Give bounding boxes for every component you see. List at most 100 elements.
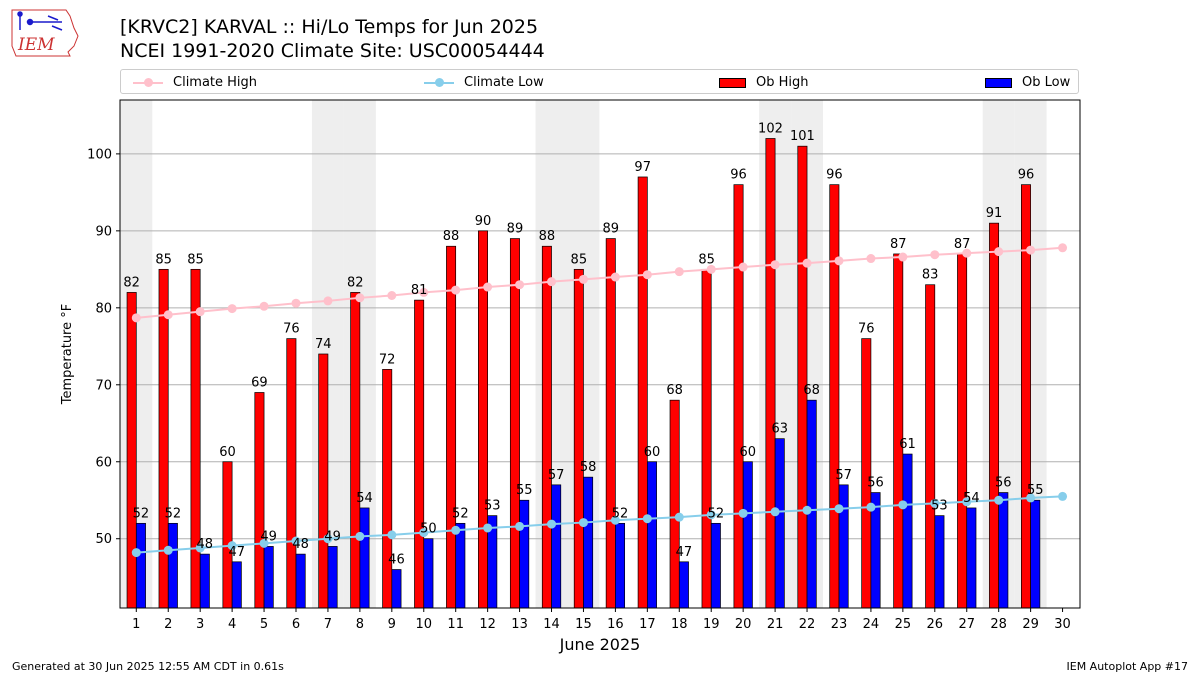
x-tick-label-1: 1 [132,617,140,632]
bar-ob-high-day-11 [446,245,457,609]
chart-legend: Climate High Climate Low Ob High Ob Low [120,69,1079,94]
bar-ob-high-day-15 [573,268,584,609]
climate-high-point-day-7 [323,296,333,306]
x-tick-label-6: 6 [292,617,300,632]
label-ob-high-day-22: 101 [790,129,815,144]
bar-ob-low-day-1 [135,522,146,609]
bar-ob-high-day-28 [989,222,1000,609]
climate-low-point-day-20 [738,508,748,518]
label-ob-high-day-15: 85 [571,252,588,267]
label-ob-low-day-18: 47 [676,545,693,560]
x-tick-label-15: 15 [575,617,592,632]
climate-high-point-day-18 [674,267,684,277]
bar-ob-high-day-25 [893,253,904,609]
label-ob-high-day-6: 76 [283,322,300,337]
label-ob-high-day-4: 60 [219,445,236,460]
bar-ob-high-day-16 [605,238,616,609]
bar-ob-low-day-9 [391,569,402,609]
bar-ob-high-day-7 [318,353,329,609]
x-tick-label-16: 16 [607,617,624,632]
climate-high-point-day-17 [642,270,652,280]
logo-text: IEM [17,35,55,55]
x-tick-label-4: 4 [228,617,236,632]
chart-title: [KRVC2] KARVAL :: Hi/Lo Temps for Jun 20… [120,16,539,38]
label-ob-high-day-2: 85 [155,252,172,267]
climate-high-point-day-19 [706,264,716,274]
label-ob-low-day-26: 53 [931,499,948,514]
label-ob-low-day-3: 48 [197,537,214,552]
climate-low-point-day-29 [1026,493,1036,503]
legend-item-climate-low: Climate Low [424,70,544,95]
x-tick-label-8: 8 [356,617,364,632]
climate-low-point-day-23 [834,504,844,514]
x-tick-label-18: 18 [671,617,688,632]
legend-item-climate-high: Climate High [133,70,257,95]
climate-low-point-day-14 [547,519,557,529]
bar-ob-high-day-3 [190,268,201,609]
climate-high-point-day-26 [930,250,940,260]
climate-high-point-day-5 [259,301,269,311]
climate-high-point-day-21 [770,260,780,270]
bar-ob-low-day-7 [327,546,338,609]
climate-low-point-day-30 [1058,491,1068,501]
x-tick-label-17: 17 [639,617,656,632]
ob-low-swatch-icon [985,77,1012,88]
climate-low-point-day-10 [419,528,429,538]
label-ob-low-day-10: 50 [420,522,437,537]
label-ob-low-day-5: 49 [260,529,277,544]
legend-label-climate-high: Climate High [173,75,258,90]
bar-ob-high-day-22 [797,145,808,609]
x-tick-label-27: 27 [958,617,975,632]
label-ob-high-day-7: 74 [315,337,332,352]
climate-low-point-day-3 [195,543,205,553]
label-ob-low-day-14: 57 [548,468,565,483]
climate-low-point-day-19 [706,510,716,520]
bar-ob-low-day-6 [295,553,306,609]
bar-ob-low-day-18 [678,561,689,609]
climate-low-point-day-17 [642,514,652,524]
climate-low-point-day-18 [674,512,684,522]
bar-ob-high-day-24 [861,338,872,609]
bar-ob-low-day-5 [263,546,274,609]
label-ob-high-day-23: 96 [826,168,843,183]
x-tick-label-3: 3 [196,617,204,632]
bar-ob-high-day-21 [765,138,776,609]
climate-high-point-day-24 [866,254,876,264]
label-ob-low-day-2: 52 [165,506,182,521]
climate-high-point-day-12 [483,282,493,292]
bar-ob-low-day-14 [551,484,562,609]
bar-ob-high-day-13 [509,238,520,609]
climate-low-point-day-7 [323,534,333,544]
label-ob-low-day-16: 52 [612,506,629,521]
x-tick-label-26: 26 [927,617,944,632]
climate-high-point-day-2 [163,310,173,320]
bar-ob-high-day-1 [126,292,137,609]
label-ob-low-day-4: 47 [228,545,245,560]
label-ob-high-day-11: 88 [443,229,460,244]
climate-low-point-day-4 [227,541,237,551]
label-ob-low-day-1: 52 [133,506,150,521]
y-tick-label-90: 90 [95,224,112,239]
climate-high-point-day-1 [131,313,141,323]
climate-high-point-day-3 [195,307,205,317]
climate-low-point-day-13 [515,521,525,531]
ob-high-swatch-icon [719,77,746,88]
bar-ob-high-day-20 [733,184,744,609]
bar-ob-low-day-19 [710,522,721,609]
label-ob-low-day-9: 46 [388,553,405,568]
label-ob-high-day-8: 82 [347,275,364,290]
bar-ob-low-day-20 [742,461,753,609]
y-tick-label-70: 70 [95,378,112,393]
bar-ob-low-day-29 [1030,499,1041,609]
y-tick-label-80: 80 [95,301,112,316]
bar-ob-high-day-18 [669,399,680,609]
climate-low-point-day-8 [355,531,365,541]
x-tick-label-20: 20 [735,617,752,632]
iem-logo: IEM [11,9,79,57]
climate-low-point-day-11 [451,525,461,535]
label-ob-low-day-22: 68 [803,383,820,398]
climate-low-point-day-21 [770,507,780,517]
label-ob-low-day-7: 49 [324,529,341,544]
climate-low-point-day-12 [483,523,493,533]
bar-ob-low-day-23 [838,484,849,609]
